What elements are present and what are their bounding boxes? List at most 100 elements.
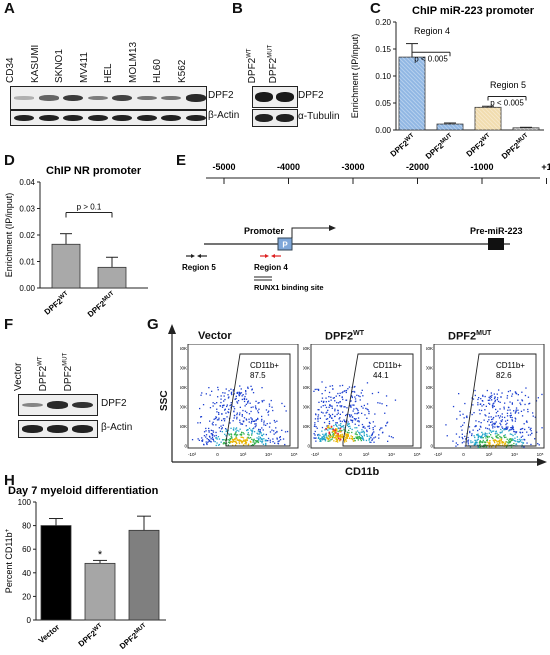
flow-event (486, 439, 488, 442)
flow-event (203, 435, 206, 437)
flow-event (232, 429, 235, 431)
flow-event (211, 433, 213, 435)
flow-event (484, 409, 486, 411)
flow-event (512, 427, 514, 429)
flow-event (207, 441, 209, 443)
flow-event (197, 438, 199, 440)
flow-y-tick: 250K (426, 346, 433, 351)
flow-event (363, 435, 365, 437)
flow-event (338, 424, 340, 426)
flow-event (477, 398, 479, 401)
lane-label: DPF2MUT (268, 45, 279, 84)
flow-event (516, 436, 518, 438)
flow-event (241, 415, 243, 417)
flow-event (509, 429, 511, 431)
flow-event (358, 424, 360, 427)
panel-f-label: F (4, 316, 14, 333)
flow-event (506, 438, 508, 440)
flow-event (261, 401, 264, 403)
flow-event (265, 444, 267, 446)
flow-event (521, 444, 523, 446)
flow-event (492, 423, 494, 425)
flow-event (328, 431, 331, 434)
flow-event (283, 405, 286, 407)
flow-event (359, 438, 362, 440)
flow-event (523, 409, 525, 411)
flow-event (286, 430, 289, 433)
x-category-label: DPF2WT (77, 622, 106, 648)
flow-event (328, 420, 331, 423)
flow-event (219, 430, 222, 432)
flow-event (506, 428, 509, 430)
flow-event (496, 425, 498, 428)
flow-event (215, 417, 218, 419)
flow-event (257, 402, 259, 404)
chart-c: ChIP miR-223 promoter0.000.050.100.150.2… (350, 5, 544, 161)
y-axis-label-text: Enrichment (IP/input) (350, 34, 360, 119)
flow-event (455, 433, 458, 435)
flow-event (536, 431, 538, 433)
flow-event (476, 439, 478, 441)
flow-event (329, 428, 332, 430)
flow-event (228, 441, 230, 443)
flow-event (484, 433, 486, 435)
flow-event (502, 427, 504, 429)
flow-y-tick: 150K (426, 385, 433, 390)
flow-event (508, 440, 511, 442)
flow-event (496, 440, 498, 442)
flow-event (356, 420, 359, 422)
flow-x-tick: 10⁴ (388, 452, 395, 457)
flow-event (480, 409, 483, 412)
flow-event (319, 440, 321, 442)
flow-event (354, 412, 356, 415)
flow-event (247, 444, 249, 446)
flow-event (465, 438, 467, 440)
flow-event (503, 408, 505, 410)
flow-event (245, 419, 248, 421)
flow-event (493, 440, 495, 442)
flow-event (343, 427, 345, 429)
flow-event (506, 427, 508, 429)
flow-event (324, 438, 326, 441)
flow-event (332, 388, 334, 390)
flow-event (270, 399, 272, 402)
x-category-label-sup: MUT (440, 132, 454, 145)
flow-x-tick: 10³ (486, 452, 493, 457)
flow-event (229, 438, 231, 441)
flow-event (509, 433, 511, 435)
flow-event (475, 440, 477, 442)
flow-event (370, 437, 372, 439)
flow-event (218, 419, 220, 421)
lane-label: HEL (103, 64, 114, 83)
flow-event (499, 442, 501, 444)
flow-event (386, 421, 389, 423)
flow-event (362, 395, 364, 397)
flow-event (336, 401, 338, 404)
bar-hatch (399, 69, 425, 97)
flow-event (458, 393, 460, 395)
flow-event (209, 394, 211, 396)
flow-y-tick: 50K (303, 424, 310, 429)
flow-event (229, 440, 232, 443)
flow-event (227, 439, 229, 441)
flow-event (235, 433, 237, 436)
y-tick-label: 0.00 (19, 284, 35, 293)
flow-event (499, 441, 501, 444)
flow-event (328, 413, 330, 416)
flow-event (324, 389, 326, 392)
y-tick-label: 0.10 (375, 72, 391, 81)
flow-y-tick: 0 (430, 444, 433, 449)
flow-event (506, 412, 509, 414)
flow-event (459, 414, 461, 416)
flow-event (354, 396, 356, 398)
flow-event (264, 440, 266, 442)
flow-event (235, 395, 237, 397)
flow-event (334, 408, 336, 410)
flow-event (519, 402, 521, 404)
flow-event (343, 438, 345, 440)
flow-event (241, 431, 243, 433)
flow-event (239, 385, 241, 387)
flow-event (331, 436, 334, 439)
flow-event (236, 402, 239, 404)
flow-event (462, 438, 464, 440)
